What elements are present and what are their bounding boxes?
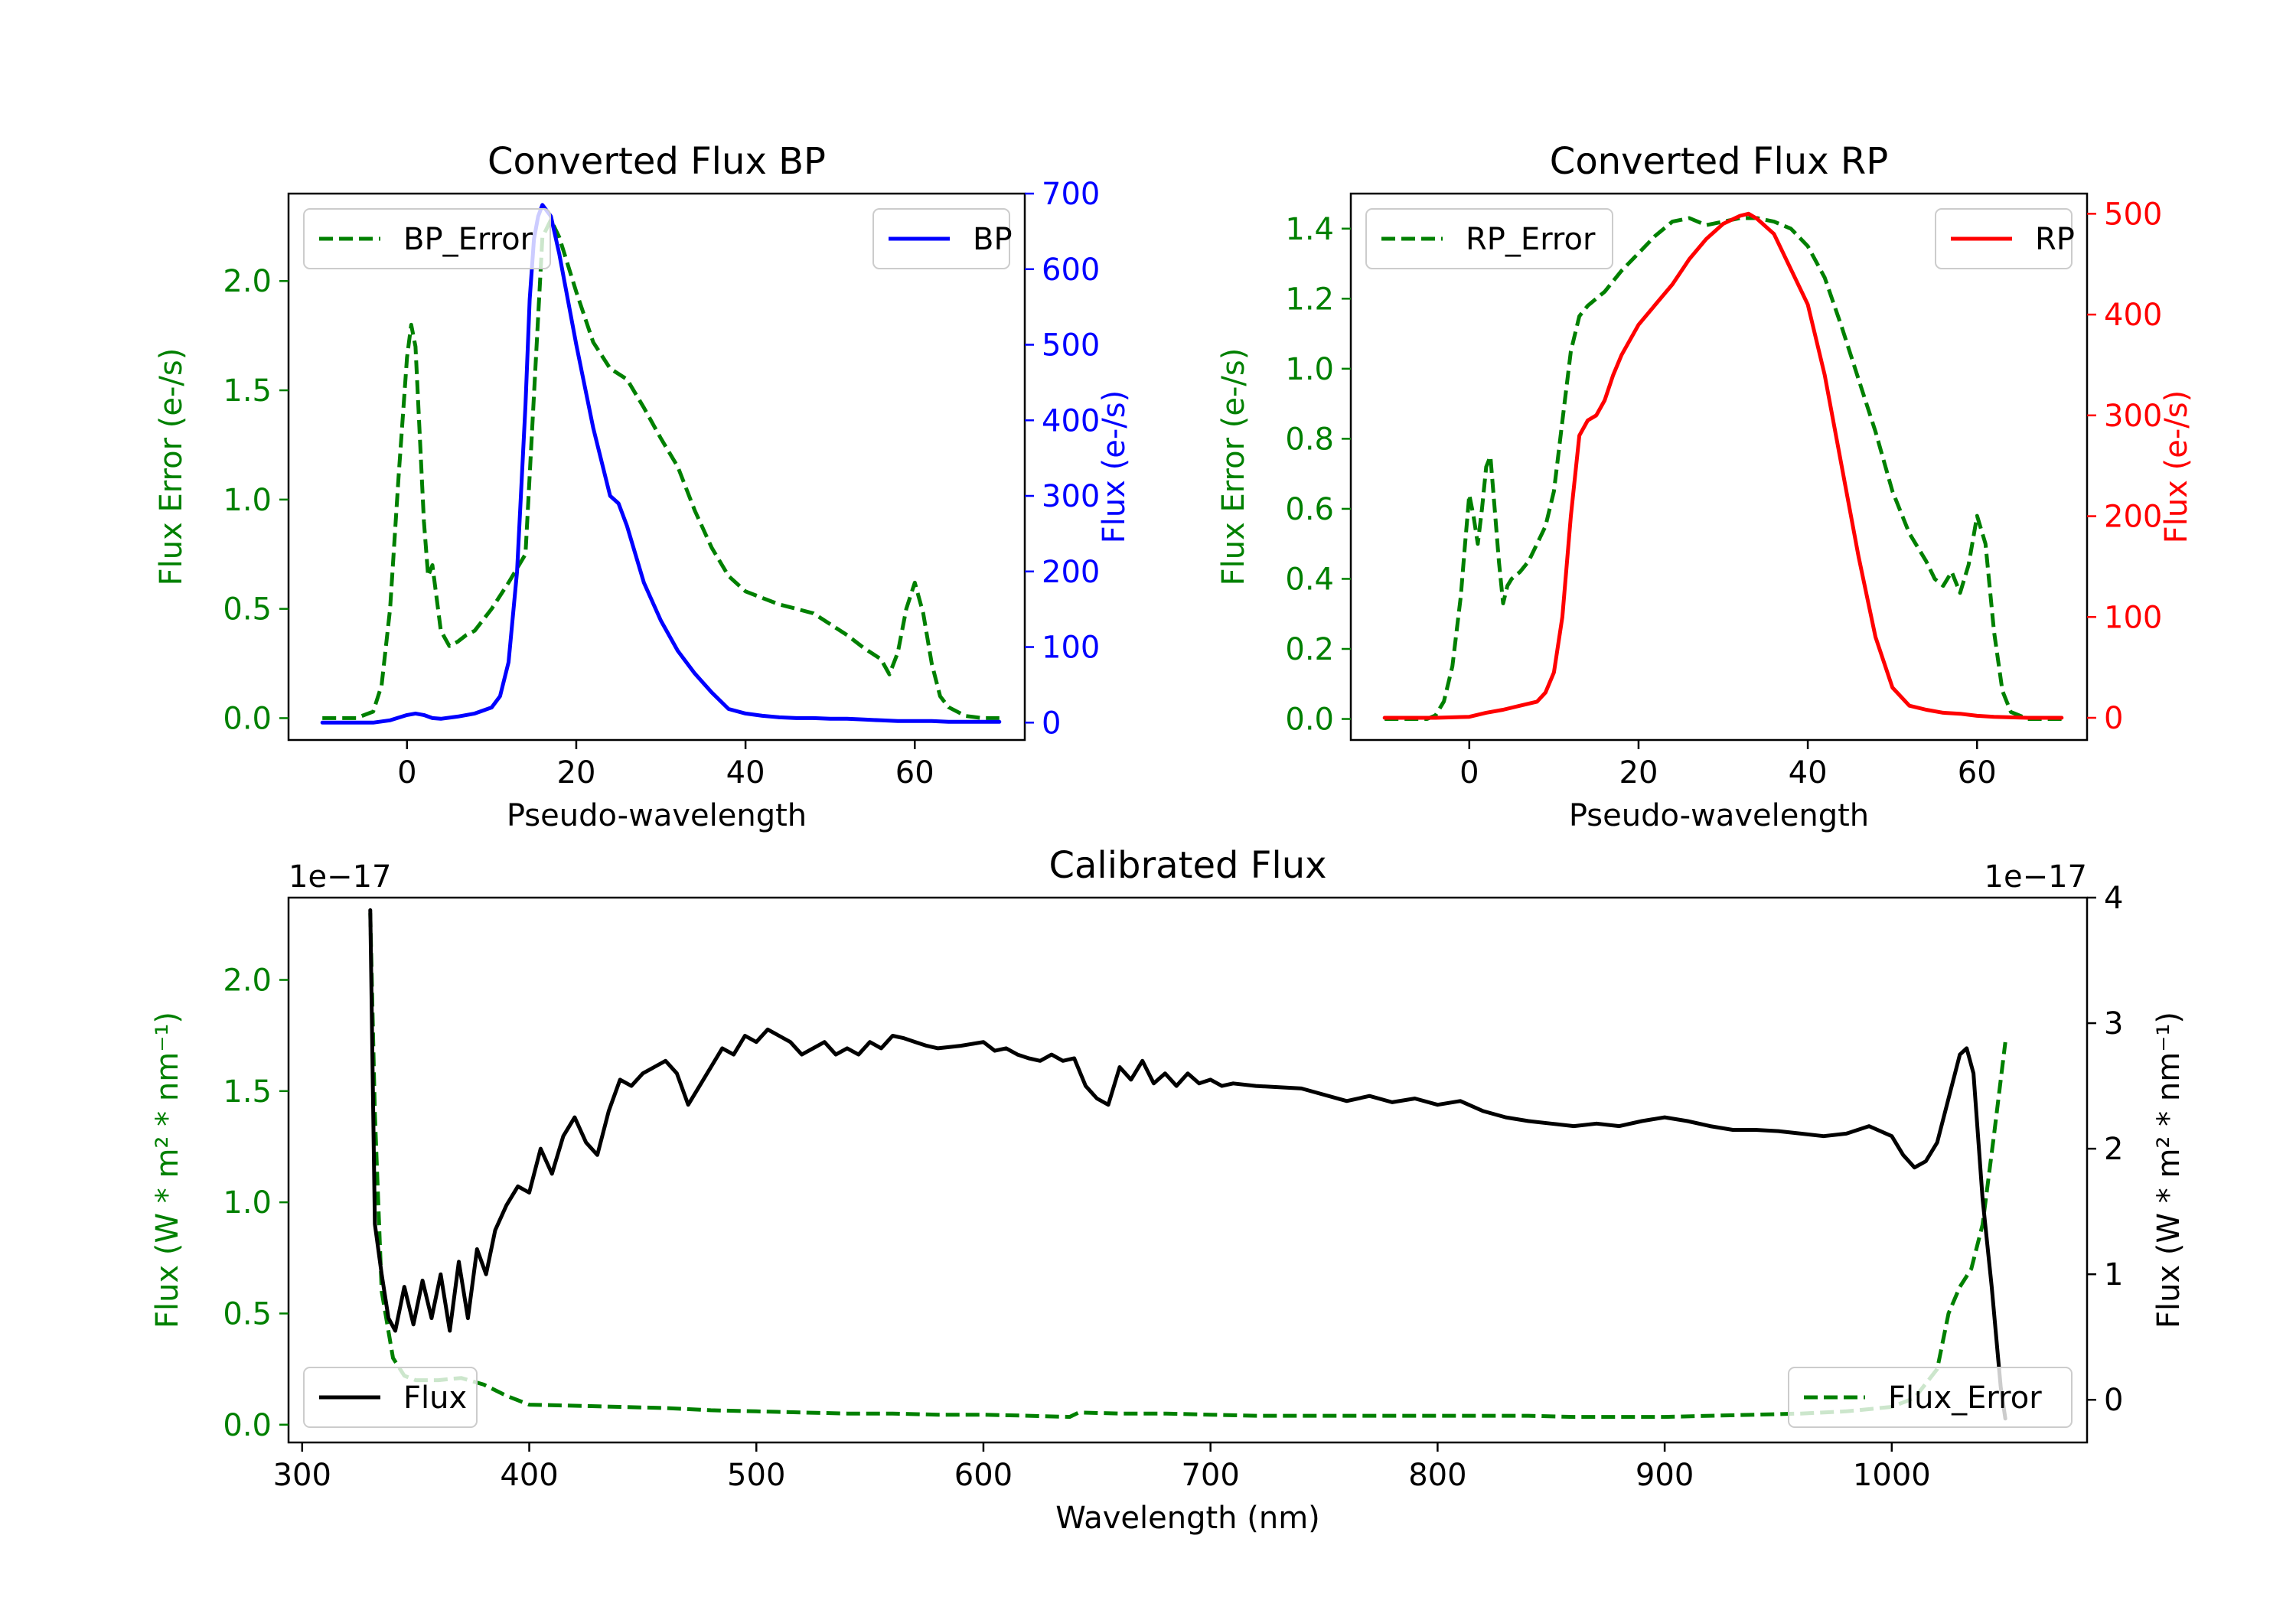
y-left-tick-label: 0.0 [223, 701, 272, 736]
y-left-tick-label: 1.4 [1285, 212, 1334, 247]
y-right-tick-label: 3 [2104, 1006, 2123, 1041]
legend-label: RP [2035, 222, 2075, 257]
y-right-offset-label: 1e−17 [1985, 859, 2087, 895]
y-right-axis-label: Flux (e-/s) [1097, 390, 1132, 543]
y-right-tick-label: 100 [2104, 600, 2162, 635]
y-left-tick-label: 2.0 [223, 963, 272, 999]
y-right-tick-label: 1 [2104, 1257, 2123, 1292]
chart-title: Converted Flux RP [1550, 140, 1888, 183]
legend-box [303, 208, 551, 269]
y-right-tick-label: 0 [2104, 701, 2123, 736]
x-tick-label: 20 [1619, 755, 1658, 790]
y-right-axis-label: Flux (W * m² * nm⁻¹) [2151, 1012, 2187, 1328]
chart-title: Converted Flux BP [488, 140, 826, 183]
y-right-tick-label: 300 [1042, 479, 1100, 514]
y-left-tick-label: 0.2 [1285, 632, 1334, 667]
series-line-rp [1382, 211, 2064, 720]
y-left-tick-label: 2.0 [223, 264, 272, 299]
legend-label: Flux_Error [1888, 1380, 2042, 1416]
chart-rp: 0 20 40 60 0.0 0.2 0.4 0.6 0.8 1.0 1.2 1.4 0 100 200 30… [1216, 140, 2194, 833]
y-left-axis-label: Flux (W * m² * nm⁻¹) [150, 1012, 185, 1328]
y-right-tick-label: 2 [2104, 1132, 2123, 1167]
y-right-tick-label: 200 [1042, 555, 1100, 590]
y-right-tick-label: 600 [1042, 253, 1100, 288]
y-left-tick-label: 0.0 [1285, 702, 1334, 738]
x-tick-label: 600 [954, 1458, 1013, 1493]
legend-label: RP_Error [1466, 222, 1596, 257]
y-left-offset-label: 1e−17 [289, 859, 391, 895]
legend-box [1788, 1367, 2073, 1428]
y-left-tick-label: 0.6 [1285, 492, 1334, 527]
x-tick-label: 60 [1958, 755, 1997, 790]
y-right-axis-label: Flux (e-/s) [2159, 390, 2194, 543]
y-left-tick-label: 1.0 [1285, 352, 1334, 387]
y-right-tick-label: 4 [2104, 881, 2123, 916]
y-right-tick-label: 500 [2104, 197, 2162, 232]
y-left-tick-label: 1.2 [1285, 282, 1334, 317]
y-right-tick-label: 0 [1042, 706, 1061, 741]
x-tick-label: 40 [1789, 755, 1828, 790]
y-left-tick-label: 0.8 [1285, 422, 1334, 457]
axes-frame [287, 192, 1026, 742]
y-left-tick-label: 0.5 [223, 1296, 272, 1332]
y-left-tick-label: 0.0 [223, 1408, 272, 1443]
series-line-bp [320, 203, 1002, 725]
x-tick-label: 700 [1181, 1458, 1239, 1493]
y-left-axis-label: Flux Error (e-/s) [154, 348, 189, 586]
x-tick-label: 400 [500, 1458, 558, 1493]
y-right-tick-label: 100 [1042, 631, 1100, 666]
legend-rp: RP [1935, 208, 2075, 269]
legend-label: BP_Error [403, 222, 533, 257]
y-left-tick-label: 1.0 [223, 1185, 272, 1221]
y-right-tick-label: 400 [2104, 298, 2162, 333]
legend-rp-error: RP_Error [1365, 208, 1613, 269]
y-right-tick-label: 200 [2104, 500, 2162, 535]
y-left-tick-label: 1.5 [223, 1074, 272, 1110]
x-axis-label: Pseudo-wavelength [1569, 798, 1869, 833]
x-tick-label: 900 [1636, 1458, 1694, 1493]
series-line-rp-error [1384, 216, 2062, 721]
y-right-tick-label: 700 [1042, 177, 1100, 212]
x-axis-label: Wavelength (nm) [1055, 1501, 1320, 1536]
chart-panels: 0 20 40 600.00.51.01.52.0010020030040050060… [150, 140, 2194, 1536]
x-axis-label: Pseudo-wavelength [507, 798, 807, 833]
legend-flux: Flux [303, 1367, 478, 1428]
legend-box [303, 1367, 478, 1428]
x-tick-label: 1000 [1853, 1458, 1931, 1493]
axes-frame [287, 896, 2089, 1444]
y-left-tick-label: 0.4 [1285, 562, 1334, 597]
legend-flux-error: Flux_Error [1788, 1367, 2073, 1428]
x-tick-label: 0 [1459, 755, 1479, 790]
x-tick-label: 800 [1408, 1458, 1466, 1493]
series-line-flux [368, 908, 2007, 1421]
axes-frame [1349, 192, 2089, 742]
legend-bp-error: BP_Error [303, 208, 551, 269]
y-left-axis-label: Flux Error (e-/s) [1216, 348, 1251, 586]
x-tick-label: 40 [726, 755, 765, 790]
legend-label: Flux [403, 1380, 467, 1416]
legend-box [1365, 208, 1613, 269]
x-tick-label: 0 [397, 755, 416, 790]
chart-bp: 0 20 40 60 0.0 0.5 1.0 1.5 2.0 0 100 200 300 400 500 60… [154, 140, 1132, 833]
y-left-tick-label: 0.5 [223, 592, 272, 627]
chart-title: Calibrated Flux [1049, 844, 1326, 887]
y-right-tick-label: 0 [2104, 1383, 2123, 1418]
x-tick-label: 20 [557, 755, 596, 790]
x-tick-label: 500 [727, 1458, 785, 1493]
y-right-tick-label: 400 [1042, 403, 1100, 438]
y-right-tick-label: 300 [2104, 399, 2162, 434]
x-tick-label: 60 [895, 755, 934, 790]
x-tick-label: 300 [273, 1458, 331, 1493]
y-left-tick-label: 1.0 [223, 483, 272, 518]
chart-cal: 300 400 500 600 700 800 900 1000 0.0 0.5 1.0 1.5 2.0… [150, 844, 2187, 1536]
y-right-tick-label: 500 [1042, 328, 1100, 363]
y-left-tick-label: 1.5 [223, 373, 272, 409]
legend-bp: BP [872, 208, 1013, 269]
legend-label: BP [973, 222, 1013, 257]
